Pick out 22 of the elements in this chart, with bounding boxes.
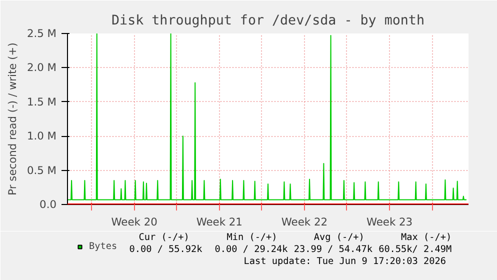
y-tick-label: 2.5 M — [26, 27, 57, 40]
text: Avg (-/+) — [314, 232, 364, 243]
y-tick-label: 0.0 — [40, 198, 57, 211]
chart-title: Disk throughput for /dev/sda - by month — [112, 14, 424, 28]
y-tick-label: 1.5 M — [26, 95, 57, 108]
x-tick-label: Week 21 — [196, 216, 242, 228]
y-tick-label: 1.0 M — [26, 130, 57, 143]
text: 60.55k/ 2.49M — [378, 244, 452, 255]
text: 0.00 / 29.24k — [214, 244, 288, 255]
x-tick-label: Week 22 — [281, 216, 328, 228]
y-tick-label: 0.5 M — [26, 164, 57, 177]
text: Cur (-/+) — [138, 232, 190, 243]
text: 23.99 / 54.47k — [294, 244, 373, 255]
text: Last update: Tue Jun 9 17:20:03 2026 — [244, 256, 446, 267]
text: Min (-/+) — [226, 232, 278, 243]
y-axis-title: Pr second read (-) / write (+) — [6, 42, 19, 196]
y-tick-label: 2.0 M — [26, 61, 57, 74]
text: Max (-/+) — [401, 232, 452, 243]
legend-label: Bytes — [89, 241, 118, 252]
x-tick-label: Week 20 — [111, 216, 158, 228]
text: 0.00 / 55.92k — [129, 244, 203, 255]
x-tick-label: Week 23 — [366, 216, 413, 228]
